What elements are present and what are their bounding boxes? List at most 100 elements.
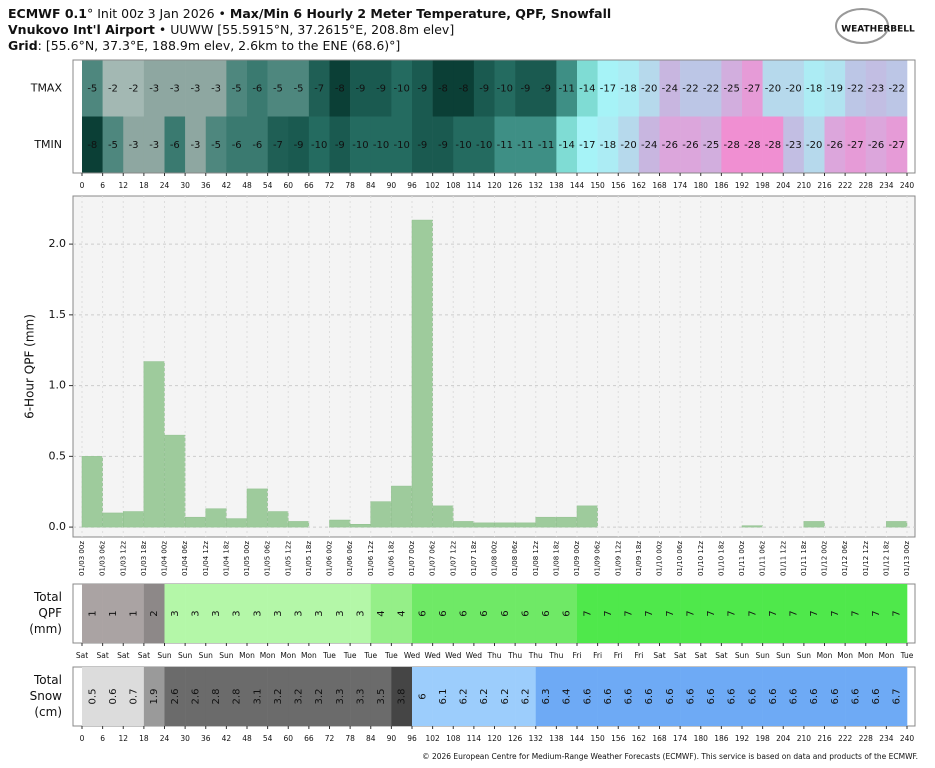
temp-label: -3 <box>149 140 159 151</box>
strip-cell <box>185 584 207 643</box>
temp-label: -6 <box>232 140 242 151</box>
x-tick-label: 01/11 18z <box>800 541 808 576</box>
x-tick-label: 54 <box>263 181 273 190</box>
x-tick-label: 01/06 18z <box>387 541 395 576</box>
temp-cell <box>824 116 846 173</box>
x-tick-label: 90 <box>387 181 397 190</box>
x-tick-label: Sat <box>653 651 665 660</box>
strip-cell <box>824 667 846 726</box>
strip-label: 7 <box>603 610 614 616</box>
temp-cell <box>886 60 908 117</box>
bar <box>535 516 557 528</box>
temp-label: -14 <box>579 83 595 94</box>
temp-label: -8 <box>438 83 448 94</box>
strip-label: 7 <box>789 610 800 616</box>
temp-label: -3 <box>211 83 221 94</box>
temp-label: -3 <box>149 83 159 94</box>
temp-cell <box>82 60 103 117</box>
strip-label: 3 <box>252 610 263 616</box>
strip-cell <box>556 584 578 643</box>
strip-label: 7 <box>809 610 820 616</box>
temp-cell <box>659 60 681 117</box>
x-tick-label: 42 <box>222 734 232 743</box>
strip-label: 6 <box>520 610 531 616</box>
x-tick-label: 01/07 06z <box>429 541 437 576</box>
x-tick-label: 96 <box>407 181 417 190</box>
strip-label: 6 <box>562 610 573 616</box>
strip-cell <box>886 667 908 726</box>
temp-label: -26 <box>827 140 843 151</box>
x-tick-label: 54 <box>263 734 273 743</box>
x-tick-label: 198 <box>755 181 770 190</box>
x-tick-label: 18 <box>139 734 149 743</box>
x-tick-label: 01/11 06z <box>759 541 767 576</box>
strip-title: (cm) <box>34 705 62 719</box>
temp-label: -6 <box>252 140 262 151</box>
bar <box>741 525 763 528</box>
temp-label: -5 <box>211 140 221 151</box>
x-tick-label: 01/03 18z <box>140 541 148 576</box>
temp-cell <box>370 116 392 173</box>
strip-label: 3.1 <box>252 689 263 705</box>
strip-cell <box>700 667 722 726</box>
strip-cell <box>721 584 743 643</box>
strip-label: 2.6 <box>170 689 181 705</box>
strip-cell <box>82 667 103 726</box>
temp-label: -25 <box>724 83 740 94</box>
temp-label: -9 <box>294 140 304 151</box>
strip-cell <box>267 584 289 643</box>
x-tick-label: 72 <box>325 181 335 190</box>
temp-cell <box>432 116 454 173</box>
bar <box>803 521 825 528</box>
strip-cell <box>412 667 433 726</box>
x-tick-label: 0 <box>80 181 85 190</box>
strip-cell <box>494 584 516 643</box>
strip-cell <box>185 667 207 726</box>
x-tick-label: 120 <box>487 181 502 190</box>
strip-cell <box>391 667 413 726</box>
temp-label: -27 <box>744 83 760 94</box>
temp-cell <box>494 116 516 173</box>
x-tick-label: 01/11 12z <box>779 541 787 576</box>
x-tick-label: Fri <box>593 651 602 660</box>
x-tick-label: 222 <box>838 734 853 743</box>
strip-cell <box>680 667 702 726</box>
strip-cell <box>247 584 268 643</box>
temp-cell <box>329 116 351 173</box>
x-tick-label: Mon <box>280 651 296 660</box>
x-tick-label: 102 <box>425 734 440 743</box>
strip-cell <box>453 667 475 726</box>
x-tick-label: 192 <box>735 734 750 743</box>
header-line-2: Vnukovo Int'l Airport • UUWW [55.5915°N,… <box>8 22 454 37</box>
strip-label: 6.6 <box>665 689 676 705</box>
temp-label: -8 <box>87 140 97 151</box>
strip-label: 7 <box>582 610 593 616</box>
strip-label: 6.6 <box>644 689 655 705</box>
x-tick-label: 210 <box>797 734 812 743</box>
strip-cell <box>618 667 640 726</box>
temp-label: -28 <box>724 140 740 151</box>
temp-label: -22 <box>847 83 863 94</box>
x-tick-label: 01/10 00z <box>656 541 664 576</box>
bar <box>514 522 536 528</box>
temp-cell <box>638 60 660 117</box>
x-tick-label: 96 <box>407 734 417 743</box>
temp-label: -22 <box>682 83 698 94</box>
strip-cell <box>370 667 392 726</box>
bar <box>886 521 908 528</box>
temp-label: -23 <box>785 140 801 151</box>
y-tick-label: 0.0 <box>49 520 67 533</box>
bar <box>226 518 248 528</box>
strip-label: 6 <box>438 610 449 616</box>
strip-label: 6.3 <box>541 689 552 705</box>
x-tick-label: 228 <box>859 181 874 190</box>
x-tick-label: Wed <box>445 651 462 660</box>
row-label: TMIN <box>33 138 62 151</box>
bar <box>473 522 495 528</box>
x-tick-label: Mon <box>878 651 894 660</box>
x-tick-label: Fri <box>614 651 623 660</box>
x-tick-label: 102 <box>425 181 440 190</box>
temp-cell <box>453 60 475 117</box>
strip-label: 6 <box>479 610 490 616</box>
strip-label: 7 <box>685 610 696 616</box>
